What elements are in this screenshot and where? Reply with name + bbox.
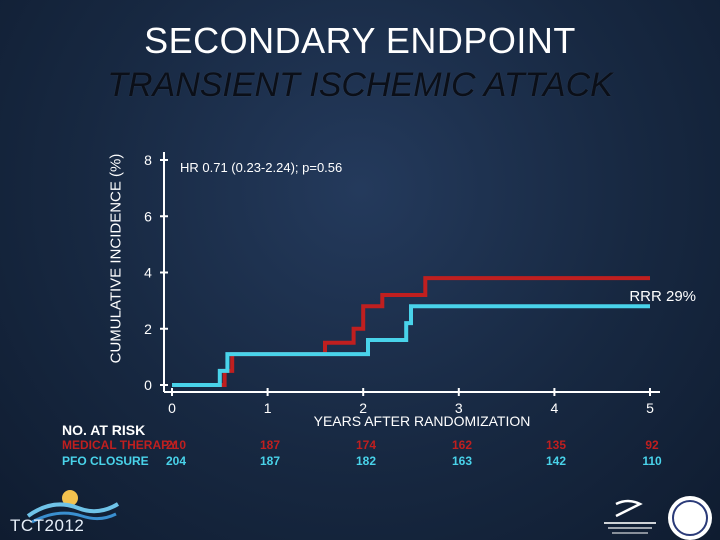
risk-table-cell: 142 [545,454,567,468]
risk-table-cell: 135 [545,438,567,452]
page-title: SECONDARY ENDPOINT [144,20,576,61]
risk-row-label-medical: MEDICAL THERAPY [62,438,178,452]
y-tick-label: 8 [144,152,152,168]
x-tick-label: 2 [359,400,367,416]
x-tick-label: 5 [646,400,654,416]
risk-table-title: NO. AT RISK [62,422,146,438]
x-axis-label: YEARS AFTER RANDOMIZATION [314,413,531,429]
x-tick-label: 0 [168,400,176,416]
page-subtitle: TRANSIENT ISCHEMIC ATTACK [107,66,613,104]
risk-table-cell: 187 [259,438,281,452]
y-tick-label: 2 [144,321,152,337]
risk-table-cell: 187 [259,454,281,468]
y-tick-label: 4 [144,265,152,281]
y-tick-label: 6 [144,208,152,224]
tct-logo-icon [26,490,120,524]
risk-table-cell: 182 [355,454,377,468]
risk-table-cell: 110 [642,454,662,468]
series-line-pfo-closure [172,304,650,387]
risk-table-cell: 92 [645,438,659,452]
risk-table-cell: 204 [165,454,187,468]
risk-table-cell: 163 [451,454,473,468]
y-tick-label: 0 [144,377,152,393]
risk-table-cell: 162 [451,438,473,452]
organization-logo-icon [604,499,656,534]
risk-table-cell: 174 [355,438,377,452]
series-line-medical-therapy [172,276,650,387]
conference-name: TCT2012 [10,516,85,535]
rrr-annotation: RRR 29% [629,288,696,305]
x-tick-label: 3 [455,400,463,416]
x-tick-label: 4 [551,400,559,416]
x-tick-label: 1 [264,400,272,416]
km-chart: 0 2 4 6 8 0 1 2 3 4 5 YEARS AFTER RANDOMIZATION HR 0… [144,152,696,429]
risk-row-label-pfo: PFO CLOSURE [62,454,149,468]
risk-table-cell: 210 [165,438,187,452]
hr-annotation: HR 0.71 (0.23-2.24); p=0.56 [180,160,342,175]
university-seal-icon [668,496,712,540]
